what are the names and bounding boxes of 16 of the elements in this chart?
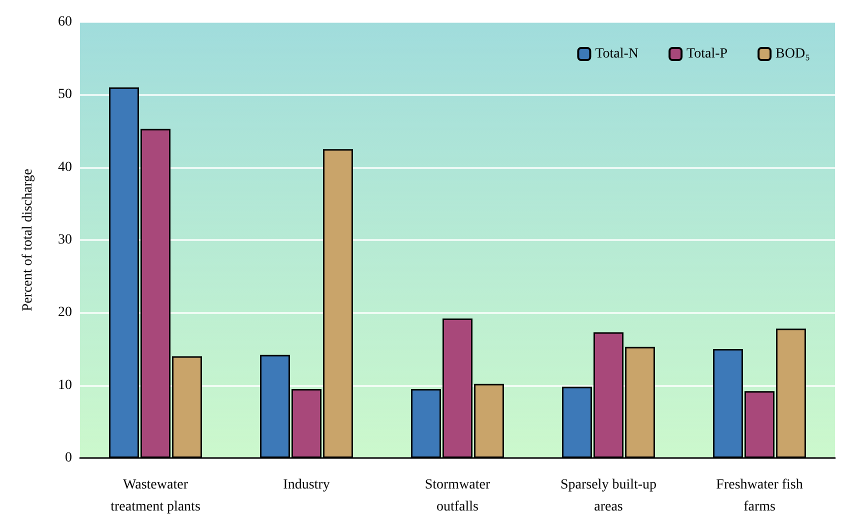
y-tick-label: 60	[58, 14, 72, 30]
x-tick-label: Wastewater treatment plants	[110, 478, 200, 514]
x-tick-label: Stormwater outfalls	[424, 478, 490, 514]
legend-label: Total-N	[595, 46, 639, 62]
y-tick-label: 0	[65, 450, 72, 466]
x-tick-label: Industry	[283, 478, 330, 492]
legend-label: Total-P	[686, 46, 728, 62]
x-tick-label: Freshwater fish farms	[716, 478, 803, 514]
legend-label: BOD₅	[776, 46, 810, 62]
y-axis-title: Percent of total discharge	[20, 168, 36, 312]
y-tick-label: 10	[58, 378, 72, 393]
x-tick-label: Sparsely built-up areas	[560, 478, 657, 514]
y-tick-label: 50	[58, 87, 72, 102]
y-tick-label: 30	[58, 232, 72, 248]
y-tick-label: 20	[58, 305, 72, 320]
y-tick-label: 40	[58, 160, 72, 175]
